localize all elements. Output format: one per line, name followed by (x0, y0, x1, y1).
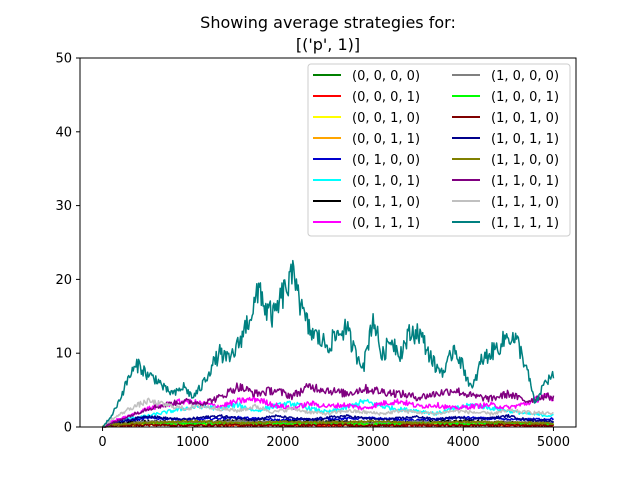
legend-label: (0, 1, 0, 0) (352, 153, 420, 168)
chart-title-line-2: [('p', 1)] (296, 35, 360, 54)
plot-frame (79, 57, 577, 428)
legend-label: (1, 0, 0, 1) (491, 90, 559, 105)
series-line-14 (102, 397, 554, 428)
legend-label: (0, 0, 1, 0) (352, 111, 420, 126)
legend-label: (1, 1, 1, 1) (491, 216, 559, 231)
legend-label: (0, 0, 0, 0) (352, 69, 420, 84)
legend-label: (1, 0, 0, 0) (491, 69, 559, 84)
legend-label: (0, 1, 1, 0) (352, 195, 420, 210)
x-axis: 0 1000 2000 3000 4000 5000 (98, 427, 570, 450)
legend-label: (1, 1, 1, 0) (491, 195, 559, 210)
legend-label: (1, 1, 0, 1) (491, 174, 559, 189)
x-tick-label: 1000 (176, 435, 209, 450)
series-line-12 (101, 419, 554, 428)
legend-label: (1, 1, 0, 0) (491, 153, 559, 168)
y-tick-label: 40 (55, 125, 72, 140)
series-line-11 (102, 413, 554, 428)
y-tick-label: 10 (55, 347, 72, 362)
series-line-15 (102, 259, 555, 428)
legend-label: (0, 0, 1, 1) (352, 132, 420, 147)
legend-label: (0, 0, 0, 1) (352, 90, 420, 105)
x-tick-label: 3000 (357, 435, 390, 450)
x-tick-label: 0 (98, 435, 106, 450)
series-line-7 (102, 393, 554, 428)
plot-series (101, 259, 555, 428)
y-axis: 0 10 20 30 40 50 (55, 52, 80, 436)
x-tick-label: 2000 (266, 435, 299, 450)
y-tick-label: 0 (64, 421, 72, 436)
legend-box (307, 63, 571, 237)
legend-label: (1, 0, 1, 0) (491, 111, 559, 126)
chart-title-line-1: Showing average strategies for: (200, 13, 456, 32)
y-tick-label: 20 (55, 273, 72, 288)
x-tick-label: 5000 (537, 435, 570, 450)
legend-label: (0, 1, 0, 1) (352, 174, 420, 189)
y-tick-label: 50 (55, 52, 72, 67)
legend: (0, 0, 0, 0) (0, 0, 0, 1) (0, 0, 1, 0) (0, … (307, 63, 571, 237)
legend-label: (0, 1, 1, 1) (352, 216, 420, 231)
series-line-10 (102, 423, 555, 428)
series-line-13 (102, 382, 555, 428)
legend-label: (1, 0, 1, 1) (491, 132, 559, 147)
y-tick-label: 30 (55, 199, 72, 214)
x-tick-label: 4000 (447, 435, 480, 450)
